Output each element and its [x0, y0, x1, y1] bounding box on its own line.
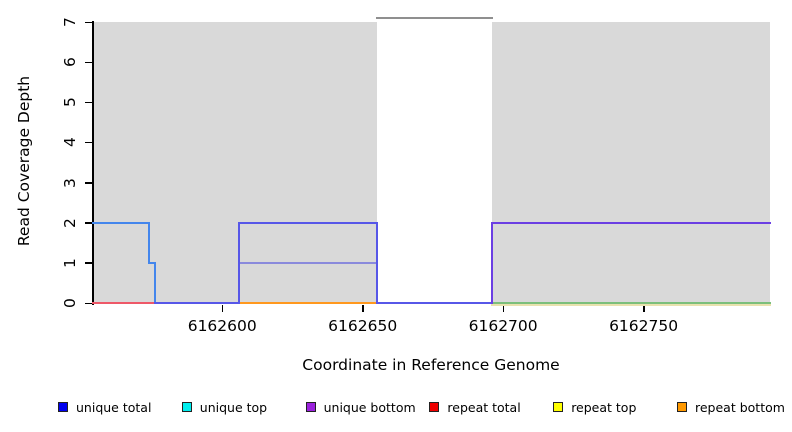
x-tick-label: 6162700	[468, 317, 538, 335]
unique-total-swatch-icon	[58, 402, 68, 412]
repeat-total-swatch-icon	[429, 402, 440, 412]
x-axis-tick	[362, 305, 364, 312]
unique-bottom-swatch-icon	[305, 402, 316, 412]
y-axis-tick	[85, 61, 93, 64]
coverage-line-unique-top-repeat-top-overlap	[490, 302, 771, 304]
coverage-line-unique-total-left	[153, 261, 156, 304]
y-axis-tick	[85, 182, 93, 184]
legend-label: repeat total	[447, 399, 521, 415]
coverage-line-unique-total-mid	[153, 302, 241, 304]
legend-item-unique-bottom: unique bottom	[305, 399, 416, 415]
coverage-line-unique-total-mid	[375, 302, 493, 304]
y-axis-line	[92, 21, 94, 305]
y-axis-tick	[85, 21, 93, 23]
coverage-line-repeat-total-baseline	[92, 302, 159, 304]
legend-item-unique-top: unique top	[181, 399, 268, 415]
legend-item-unique-total: unique total	[58, 399, 151, 415]
x-tick-label: 6162750	[609, 317, 679, 335]
coverage-line-unique-total-mid	[238, 221, 241, 304]
legend-label: unique total	[76, 399, 152, 415]
legend-label: repeat bottom	[695, 399, 785, 415]
x-axis-title: Coordinate in Reference Genome	[302, 356, 560, 374]
y-axis-tick	[85, 141, 93, 144]
legend-item-repeat-top: repeat top	[553, 399, 636, 415]
x-axis-tick	[221, 305, 224, 312]
repeat-top-swatch-icon	[553, 402, 564, 412]
x-tick-label: 6162600	[187, 317, 257, 335]
legend-label: unique top	[199, 399, 268, 415]
y-axis-tick	[85, 302, 93, 304]
shaded-region	[491, 22, 770, 304]
coverage-line-repeat-bottom-baseline	[238, 302, 378, 304]
repeat-bottom-swatch-icon	[677, 402, 687, 412]
coverage-line-repeat-top-baseline	[490, 304, 771, 306]
coverage-line-gap-clipped-top-line	[375, 17, 493, 19]
coverage-line-unique-total-right	[490, 221, 493, 304]
coverage-line-unique-total-mid	[238, 221, 378, 224]
x-tick-label: 6162650	[328, 317, 398, 335]
legend-item-repeat-total: repeat total	[429, 399, 521, 415]
coverage-line-unique-total-mid	[375, 221, 378, 304]
coverage-line-unique-total-left	[148, 221, 151, 264]
x-axis-tick	[502, 305, 505, 312]
coverage-line-unique-bottom-mid	[238, 261, 378, 264]
y-axis-tick	[85, 262, 93, 264]
legend-label: unique bottom	[323, 399, 416, 415]
coverage-line-unique-total-left	[92, 221, 151, 224]
y-axis-tick	[85, 101, 93, 104]
unique-top-swatch-icon	[181, 402, 192, 412]
x-axis-tick	[643, 305, 645, 312]
coverage-line-unique-total-left	[148, 261, 156, 264]
legend-label: repeat top	[571, 399, 637, 415]
shaded-region	[93, 22, 377, 304]
legend-item-repeat-bottom: repeat bottom	[677, 399, 785, 415]
y-axis-tick	[85, 222, 93, 224]
coverage-line-unique-total-right	[490, 221, 771, 224]
